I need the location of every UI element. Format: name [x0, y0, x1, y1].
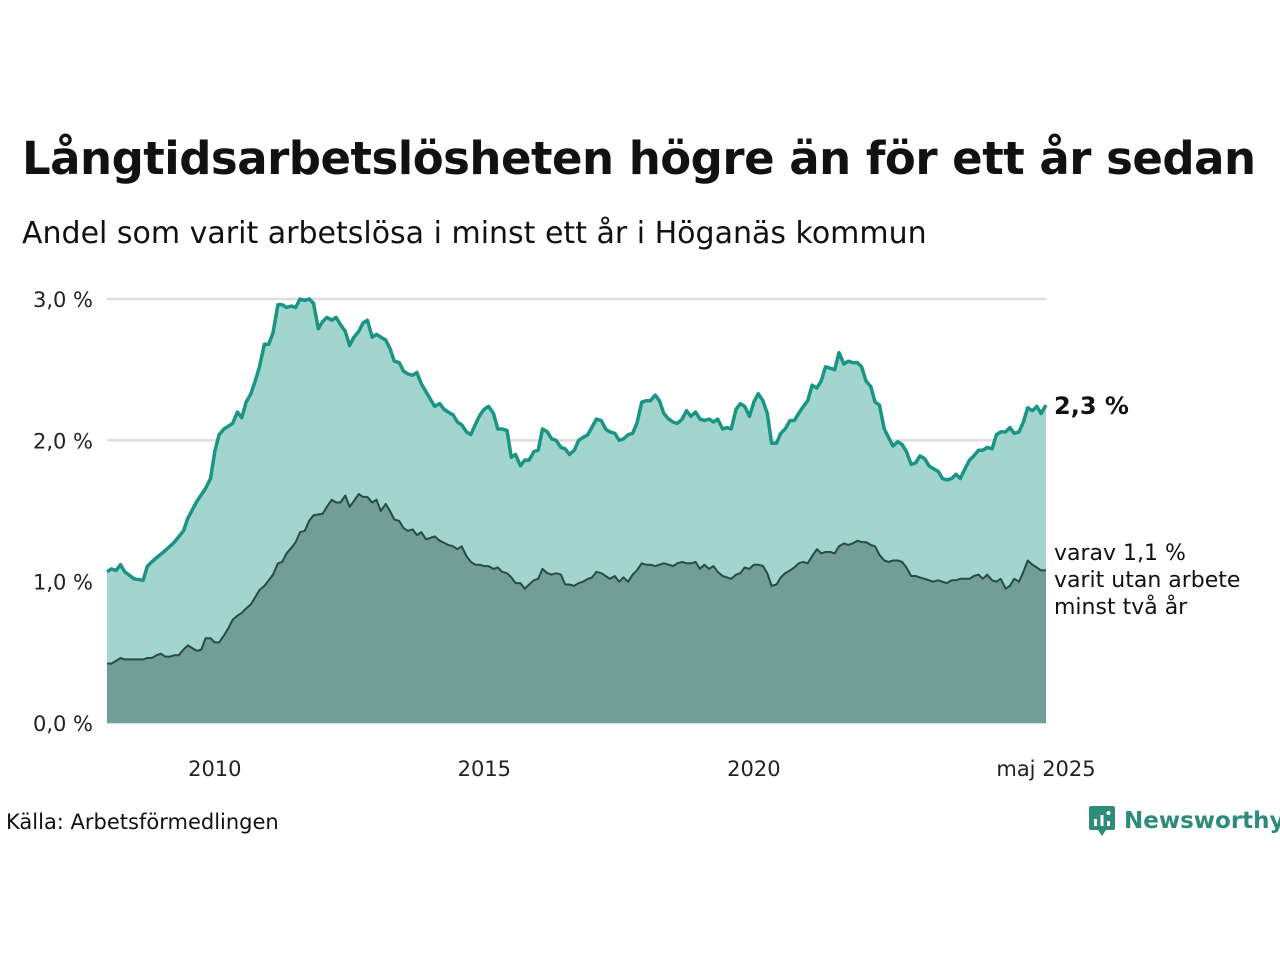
chart-title: Långtidsarbetslösheten högre än för ett … [22, 132, 1256, 185]
long-term-label-line: varit utan arbete [1054, 568, 1240, 593]
x-axis-ticks: 2010 2015 2020 maj 2025 [188, 757, 1096, 781]
end-value-label: 2,3 % [1054, 392, 1129, 420]
line-total [106, 297, 1048, 583]
brand-logo: Newsworthy [1088, 804, 1280, 838]
chart-subtitle: Andel som varit arbetslösa i minst ett å… [22, 216, 927, 251]
area-chart: 0,0 % 1,0 % 2,0 % 3,0 % 2010 2015 2020 maj 202… [33, 288, 1240, 781]
area-long [107, 494, 1046, 723]
y-tick-label: 1,0 % [33, 571, 93, 595]
y-tick-label: 3,0 % [33, 288, 93, 312]
long-term-label-line: varav 1,1 % [1054, 541, 1186, 566]
x-tick-label: maj 2025 [996, 757, 1095, 781]
source-note: Källa: Arbetsförmedlingen [6, 810, 279, 834]
newsworthy-logo-icon [1089, 806, 1115, 836]
x-tick-label: 2020 [727, 757, 780, 781]
chart-areas [106, 297, 1048, 723]
x-tick-label: 2015 [458, 757, 511, 781]
y-axis-ticks: 0,0 % 1,0 % 2,0 % 3,0 % [33, 288, 93, 736]
brand-name: Newsworthy [1124, 808, 1280, 834]
y-tick-label: 0,0 % [33, 712, 93, 736]
y-tick-label: 2,0 % [33, 429, 93, 453]
long-term-label-line: minst två år [1054, 594, 1188, 620]
x-tick-label: 2010 [188, 757, 241, 781]
line-long [107, 493, 1046, 665]
